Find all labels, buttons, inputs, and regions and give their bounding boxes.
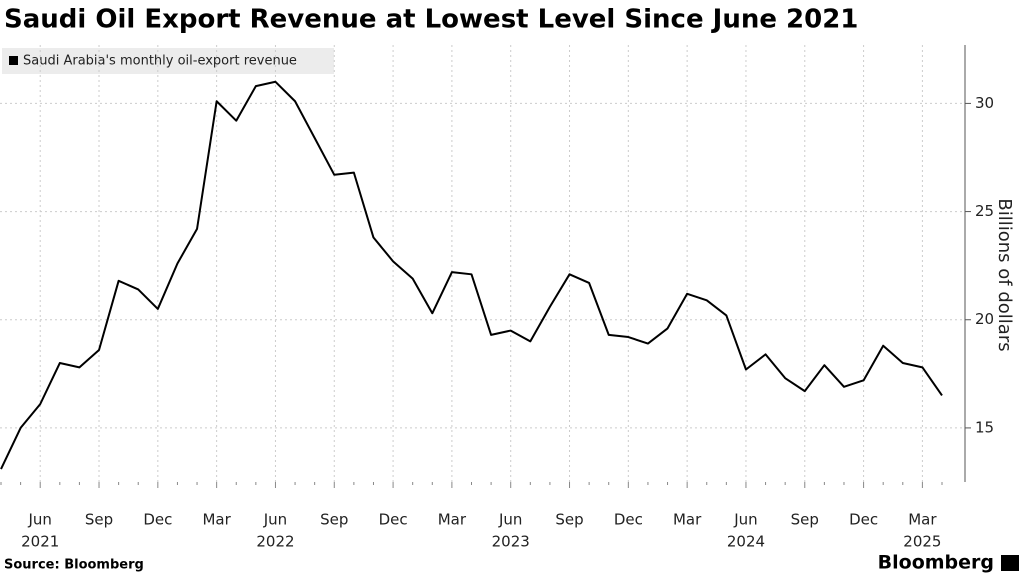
legend-box bbox=[2, 48, 334, 74]
x-year-label: 2024 bbox=[727, 533, 765, 551]
x-tick-label: Mar bbox=[673, 511, 702, 529]
legend-swatch bbox=[9, 56, 18, 65]
x-tick-label: Jun bbox=[498, 511, 522, 529]
line bbox=[0, 80, 943, 470]
x-tick-label: Jun bbox=[733, 511, 757, 529]
y-tick-label: 15 bbox=[975, 418, 994, 436]
brand: Bloomberg bbox=[878, 552, 994, 574]
x-tick-label: Dec bbox=[379, 511, 408, 529]
y-tick-label: 25 bbox=[975, 202, 994, 220]
x-tick-label: Sep bbox=[85, 511, 113, 529]
x-tick-label: Mar bbox=[908, 511, 937, 529]
x-tick-label: Sep bbox=[555, 511, 583, 529]
x-year-label: 2025 bbox=[903, 533, 941, 551]
x-tick-label: Sep bbox=[320, 511, 348, 529]
y-tick-label: 20 bbox=[975, 310, 994, 328]
x-tick-label: Sep bbox=[791, 511, 819, 529]
brand-icon bbox=[1001, 555, 1019, 571]
x-tick-label: Jun bbox=[27, 511, 51, 529]
x-tick-label: Dec bbox=[614, 511, 643, 529]
x-tick-label: Jun bbox=[263, 511, 287, 529]
legend-label: Saudi Arabia's monthly oil-export revenu… bbox=[23, 54, 297, 69]
x-year-label: 2022 bbox=[256, 533, 294, 551]
x-tick-label: Mar bbox=[202, 511, 231, 529]
x-tick-label: Mar bbox=[438, 511, 467, 529]
x-tick-label: Dec bbox=[143, 511, 172, 529]
x-year-label: 2021 bbox=[21, 533, 59, 551]
source: Source: Bloomberg bbox=[4, 558, 144, 573]
x-year-label: 2023 bbox=[492, 533, 530, 551]
y-axis-label: Billions of dollars bbox=[994, 198, 1015, 351]
chart-title: Saudi Oil Export Revenue at Lowest Level… bbox=[4, 5, 858, 35]
y-tick-label: 30 bbox=[975, 94, 994, 112]
x-tick-label: Dec bbox=[849, 511, 878, 529]
